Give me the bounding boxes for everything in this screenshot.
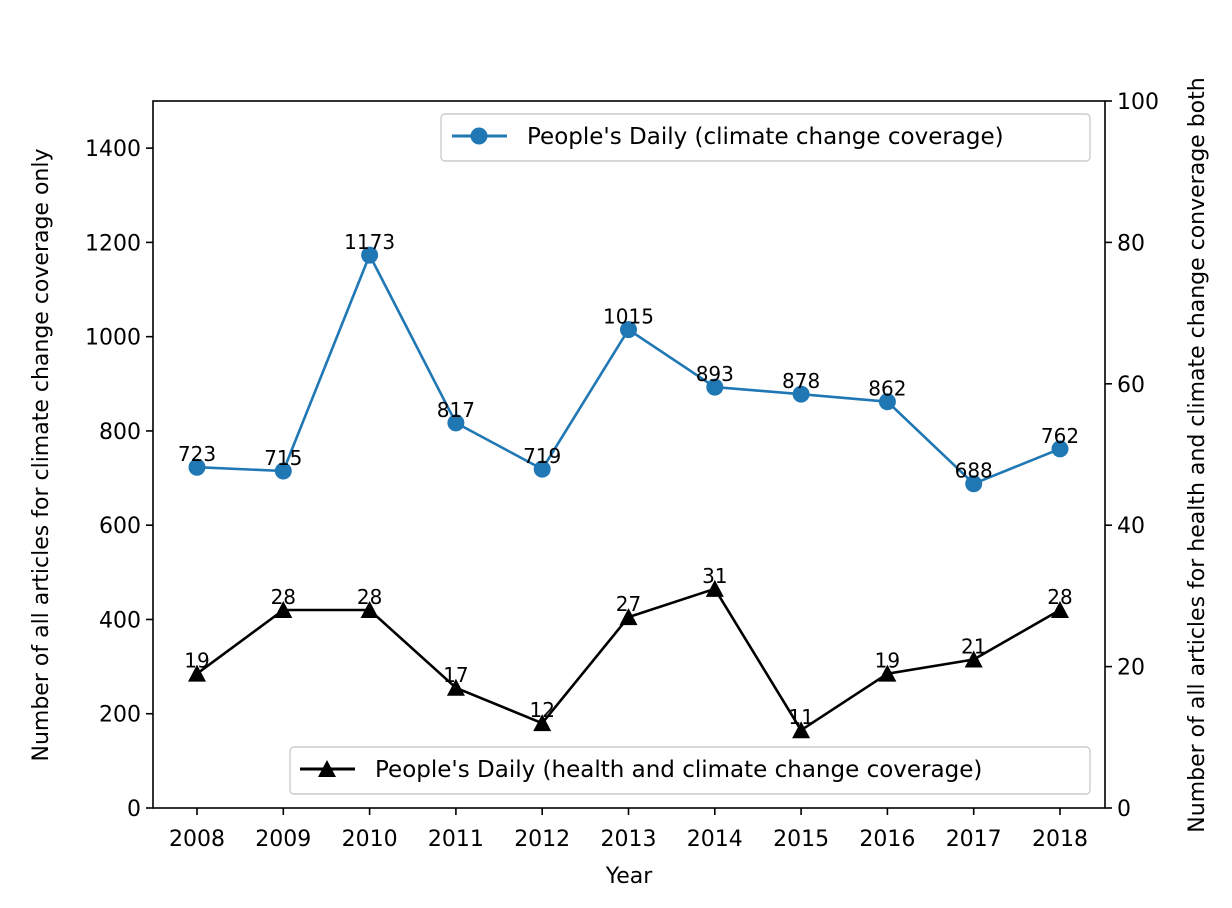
legend-box	[289, 746, 1091, 795]
left-tick-label: 600	[99, 514, 141, 539]
left-tick-label: 1200	[85, 231, 141, 256]
x-tick-label: 2017	[946, 827, 1002, 852]
data-label: 27	[616, 592, 641, 616]
data-point	[533, 714, 552, 732]
right-axis-ticks: 0 20 40 60 80 100	[1105, 90, 1159, 822]
legend-box	[440, 113, 1091, 162]
data-label: 719	[523, 444, 561, 468]
right-tick-label: 20	[1117, 656, 1145, 681]
x-axis-label: Year	[605, 864, 654, 889]
data-point	[274, 462, 292, 480]
data-label: 19	[184, 649, 209, 673]
right-tick-label: 40	[1117, 514, 1145, 539]
data-label: 28	[1047, 585, 1072, 609]
legend-label: People's Daily (health and climate chang…	[375, 757, 982, 783]
x-tick-label: 2012	[514, 827, 570, 852]
data-point	[446, 678, 465, 696]
x-tick-label: 2011	[428, 827, 484, 852]
x-tick-label: 2016	[859, 827, 915, 852]
left-tick-label: 1400	[85, 137, 141, 162]
data-label: 893	[696, 362, 734, 386]
data-label: 17	[443, 663, 468, 687]
x-tick-label: 2014	[687, 827, 743, 852]
data-label: 817	[437, 398, 475, 422]
data-point	[706, 378, 724, 396]
data-point	[533, 460, 551, 478]
data-point	[878, 664, 897, 682]
data-label: 19	[875, 649, 900, 673]
data-point	[792, 385, 810, 403]
data-label: 21	[961, 635, 986, 659]
data-label: 12	[529, 698, 554, 722]
data-point	[274, 601, 293, 619]
data-point	[447, 414, 465, 432]
data-point	[1051, 601, 1069, 619]
data-label: 715	[264, 446, 302, 470]
data-label: 28	[271, 585, 296, 609]
left-axis-ticks: 0 200 400 600 800 1000 1200 1400	[85, 137, 153, 822]
left-tick-label: 1000	[85, 326, 141, 351]
data-point	[792, 721, 811, 739]
data-point	[964, 650, 983, 668]
left-tick-label: 200	[99, 703, 141, 728]
data-label: 28	[357, 585, 382, 609]
data-point	[360, 601, 379, 619]
series-health-climate-change: 19 28 28 17 12 27 31 11 19 21 28	[184, 564, 1073, 739]
data-point	[878, 393, 896, 411]
data-label: 723	[178, 442, 216, 466]
series-climate-change: 723 715 1173 817 719 1015 893 878 862 688 762	[178, 230, 1079, 493]
x-tick-label: 2015	[773, 827, 829, 852]
x-axis-ticks: 2008 2009 2010 2011 2012 2013 2014 2015 2016 2017…	[169, 808, 1088, 852]
data-point	[620, 321, 637, 339]
right-tick-label: 0	[1117, 797, 1131, 822]
data-label: 762	[1041, 424, 1079, 448]
data-label: 878	[782, 369, 820, 393]
right-tick-label: 60	[1117, 373, 1145, 398]
legend-circle-marker	[470, 127, 488, 145]
data-point	[1051, 440, 1069, 458]
x-tick-label: 2009	[255, 827, 311, 852]
legend-label: People's Daily (climate change coverage)	[527, 124, 1004, 150]
data-point	[705, 579, 724, 597]
data-point	[965, 475, 983, 493]
data-label: 1015	[603, 305, 654, 329]
data-point	[361, 246, 379, 264]
legend-triangle-marker	[318, 760, 336, 777]
left-tick-label: 0	[127, 797, 141, 822]
x-tick-label: 2010	[342, 827, 398, 852]
left-tick-label: 800	[99, 420, 141, 445]
left-y-axis-label: Number of all articles for climate chang…	[29, 149, 54, 762]
data-label: 1173	[344, 230, 395, 254]
legend-climate-change: People's Daily (climate change coverage)	[440, 113, 1091, 162]
legend-health-climate-change: People's Daily (health and climate chang…	[289, 746, 1091, 795]
plot-area	[152, 100, 1106, 809]
data-point	[188, 458, 206, 476]
left-tick-label: 400	[99, 608, 141, 633]
right-y-axis-label: Number of all articles for health and cl…	[1185, 77, 1210, 832]
x-tick-label: 2018	[1032, 827, 1088, 852]
data-label: 11	[788, 705, 813, 729]
data-label: 862	[868, 377, 906, 401]
data-label: 688	[955, 459, 993, 483]
x-tick-label: 2013	[601, 827, 657, 852]
right-tick-label: 100	[1117, 90, 1159, 115]
data-point	[188, 664, 206, 682]
data-point	[619, 608, 638, 626]
data-label: 31	[702, 564, 727, 588]
right-tick-label: 80	[1117, 231, 1145, 256]
x-tick-label: 2008	[169, 827, 225, 852]
